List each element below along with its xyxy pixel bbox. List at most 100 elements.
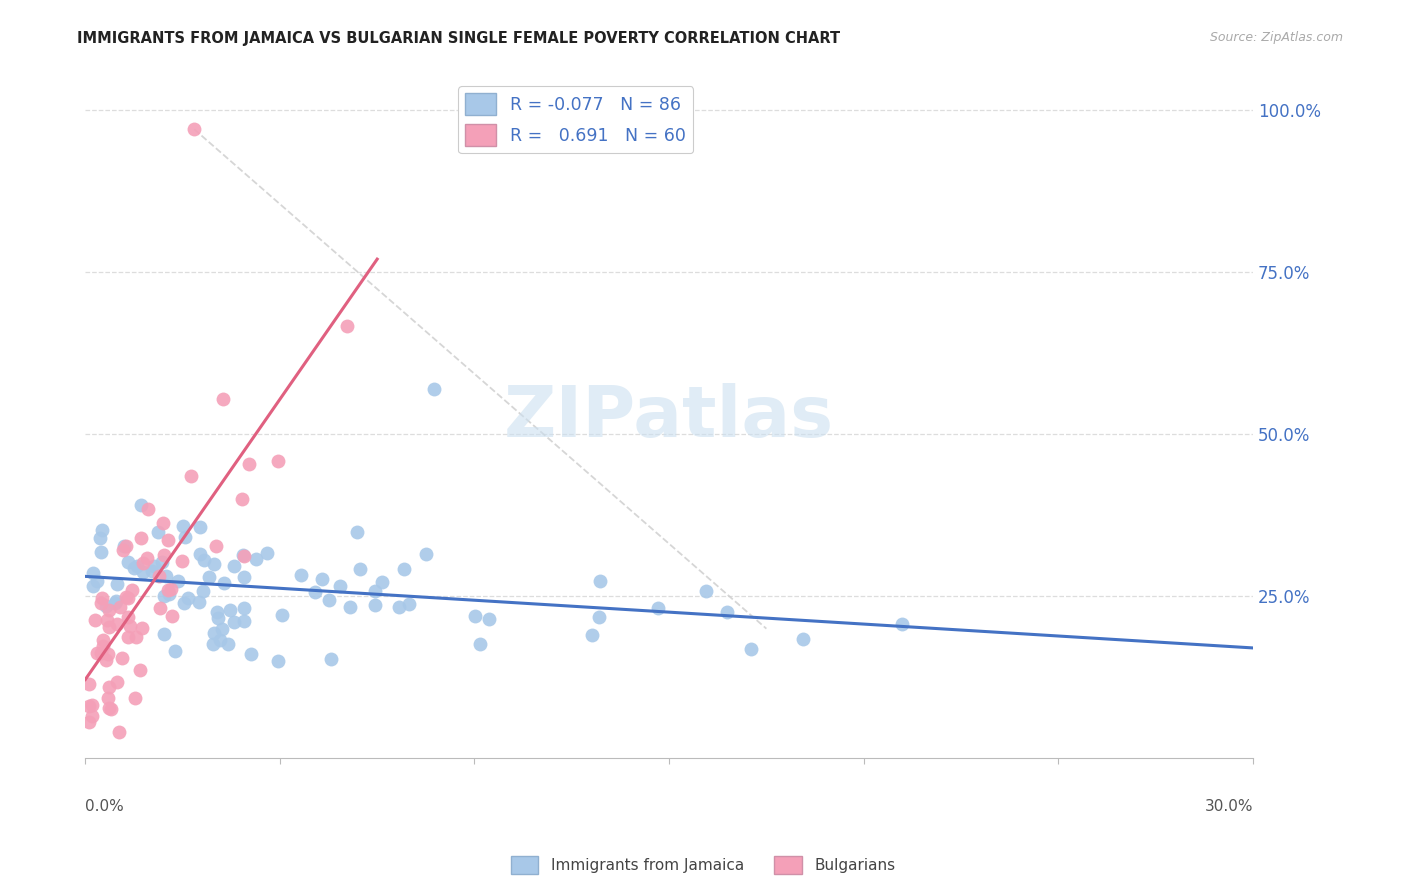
Point <box>117 609 139 624</box>
Point <box>80 708 103 723</box>
Point <box>97 701 120 715</box>
Legend: R = -0.077   N = 86, R =   0.691   N = 60: R = -0.077 N = 86, R = 0.691 N = 60 <box>458 87 693 153</box>
Point <box>339 600 361 615</box>
Point <box>238 457 260 471</box>
Point <box>415 548 437 562</box>
Point <box>131 621 153 635</box>
Text: Source: ZipAtlas.com: Source: ZipAtlas.com <box>1209 31 1343 45</box>
Point <box>82 566 104 581</box>
Point <box>111 651 134 665</box>
Text: ZIPatlas: ZIPatlas <box>503 384 834 452</box>
Point <box>270 608 292 623</box>
Point <box>152 516 174 531</box>
Point <box>231 492 253 507</box>
Point <box>148 601 170 615</box>
Point <box>77 714 100 729</box>
Point <box>90 591 112 606</box>
Point <box>129 664 152 678</box>
Point <box>90 646 112 660</box>
Point <box>207 611 229 625</box>
Point <box>153 627 176 641</box>
Point <box>233 549 256 563</box>
Point <box>136 551 159 566</box>
Point <box>124 691 146 706</box>
Point <box>91 524 114 538</box>
Point <box>174 529 197 543</box>
Point <box>266 654 288 668</box>
Point <box>183 122 205 136</box>
Point <box>157 533 180 547</box>
Point <box>478 612 501 626</box>
Point <box>245 552 267 566</box>
Point <box>180 468 202 483</box>
Point <box>232 548 254 562</box>
Point <box>202 558 225 572</box>
Point <box>891 617 914 632</box>
Point <box>157 587 180 601</box>
Point <box>124 561 146 575</box>
Point <box>100 701 122 715</box>
Point <box>321 652 343 666</box>
Point <box>311 572 333 586</box>
Point <box>695 584 717 599</box>
Point <box>581 627 603 641</box>
Point <box>136 502 159 516</box>
Point <box>97 620 120 634</box>
Point <box>83 614 105 628</box>
Point <box>318 593 340 607</box>
Text: IMMIGRANTS FROM JAMAICA VS BULGARIAN SINGLE FEMALE POVERTY CORRELATION CHART: IMMIGRANTS FROM JAMAICA VS BULGARIAN SIN… <box>77 31 841 46</box>
Point <box>125 630 148 644</box>
Point <box>117 630 139 644</box>
Point <box>191 583 214 598</box>
Point <box>349 561 371 575</box>
Point <box>131 498 153 512</box>
Point <box>363 583 385 598</box>
Point <box>82 579 104 593</box>
Point <box>112 539 135 553</box>
Point <box>165 644 187 658</box>
Point <box>86 574 108 588</box>
Point <box>256 546 278 560</box>
Point <box>90 596 112 610</box>
Point <box>212 392 235 406</box>
Point <box>105 675 128 690</box>
Point <box>117 555 139 569</box>
Point <box>131 566 153 580</box>
Point <box>232 570 254 584</box>
Point <box>115 590 138 604</box>
Point <box>89 531 111 545</box>
Point <box>233 601 256 615</box>
Point <box>86 646 108 660</box>
Text: 30.0%: 30.0% <box>1205 799 1253 814</box>
Point <box>97 691 120 706</box>
Point <box>346 525 368 540</box>
Point <box>188 595 211 609</box>
Point <box>716 605 738 619</box>
Point <box>398 598 420 612</box>
Point <box>218 602 240 616</box>
Point <box>155 569 177 583</box>
Point <box>239 647 262 661</box>
Point <box>96 652 118 666</box>
Point <box>118 619 141 633</box>
Point <box>111 543 134 558</box>
Point <box>117 591 139 606</box>
Point <box>290 567 312 582</box>
Point <box>177 591 200 606</box>
Point <box>202 625 225 640</box>
Point <box>423 382 446 396</box>
Point <box>188 547 211 561</box>
Point <box>107 725 129 739</box>
Point <box>589 574 612 588</box>
Point <box>94 599 117 614</box>
Point <box>156 582 179 597</box>
Point <box>146 524 169 539</box>
Point <box>77 677 100 691</box>
Point <box>105 577 128 591</box>
Point <box>188 520 211 534</box>
Point <box>173 596 195 610</box>
Text: 0.0%: 0.0% <box>86 799 124 814</box>
Point <box>205 605 228 619</box>
Point <box>108 599 131 614</box>
Point <box>80 698 103 713</box>
